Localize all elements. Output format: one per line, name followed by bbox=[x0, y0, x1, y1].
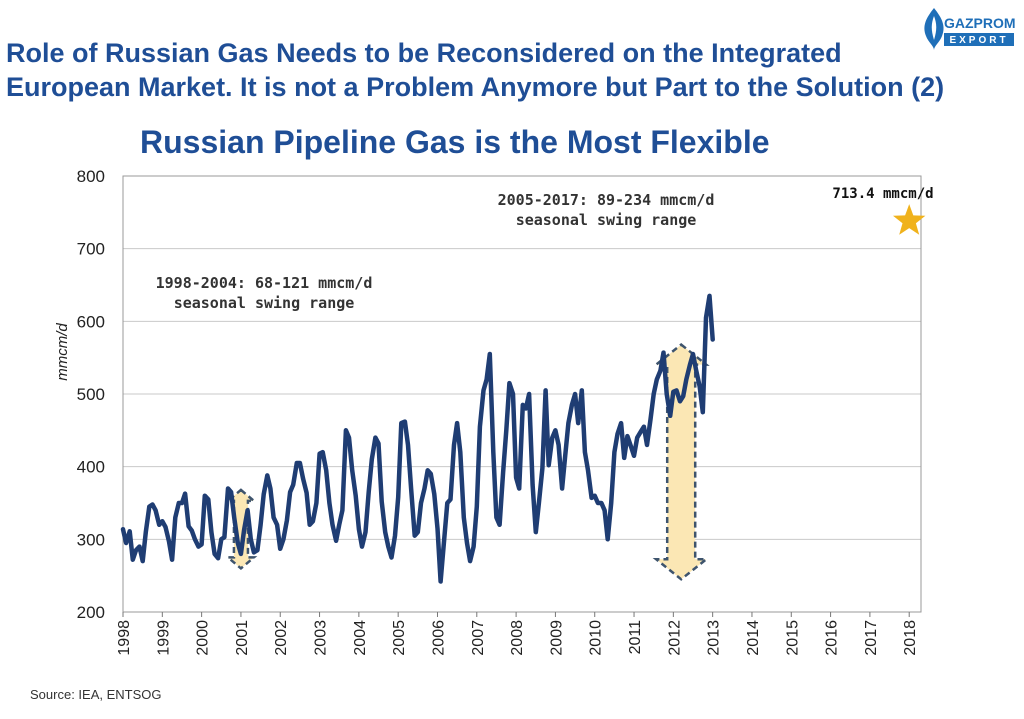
annotation-1998-2004-line-2: seasonal swing range bbox=[174, 294, 355, 312]
x-tick-label: 2000 bbox=[195, 620, 212, 656]
x-tick-label: 2009 bbox=[548, 620, 565, 656]
annotation-peak-value: 713.4 mmcm/d bbox=[832, 186, 933, 202]
y-axis: 200 300 400 500 600 700 800 bbox=[77, 167, 105, 622]
y-tick-label: 400 bbox=[77, 458, 105, 477]
gazprom-export-logo: GAZPROM EXPORT bbox=[924, 8, 1016, 50]
plot-area bbox=[122, 175, 922, 613]
x-tick-label: 2001 bbox=[234, 620, 251, 656]
x-tick-label: 2011 bbox=[627, 620, 644, 655]
y-axis-label: mmcm/d bbox=[54, 323, 71, 381]
x-tick-label: 2008 bbox=[509, 620, 526, 656]
x-tick-label: 1998 bbox=[116, 620, 133, 656]
logo-brand: GAZPROM bbox=[944, 15, 1016, 31]
x-tick-label: 2003 bbox=[313, 620, 330, 656]
star-icon bbox=[893, 204, 926, 235]
annotation-2005-2017-line-2: seasonal swing range bbox=[516, 211, 697, 229]
annotation-1998-2004-line-1: 1998-2004: 68-121 mmcm/d bbox=[156, 274, 373, 292]
x-tick-label: 2007 bbox=[470, 620, 487, 656]
logo-sub: EXPORT bbox=[949, 35, 1008, 46]
annotation-2005-2017-line-1: 2005-2017: 89-234 mmcm/d bbox=[498, 191, 715, 209]
y-tick-label: 800 bbox=[77, 167, 105, 186]
slide-title-line-2: European Market. It is not a Problem Any… bbox=[6, 72, 945, 102]
x-tick-label: 2016 bbox=[824, 620, 841, 656]
slide-title-line-1: Role of Russian Gas Needs to be Reconsid… bbox=[6, 38, 842, 68]
series-line-russian-gas bbox=[120, 293, 715, 584]
y-tick-label: 600 bbox=[77, 312, 105, 331]
x-tick-label: 1999 bbox=[155, 620, 172, 656]
x-tick-label: 2010 bbox=[588, 620, 605, 656]
source-note: Source: IEA, ENTSOG bbox=[30, 687, 162, 702]
x-tick-label: 2005 bbox=[391, 620, 408, 656]
y-tick-label: 200 bbox=[77, 603, 105, 622]
slide-title: Role of Russian Gas Needs to be Reconsid… bbox=[6, 36, 996, 104]
y-tick-label: 700 bbox=[77, 240, 105, 259]
x-tick-label: 2014 bbox=[745, 620, 762, 656]
x-tick-label: 2018 bbox=[902, 620, 919, 656]
chart-title: Russian Pipeline Gas is the Most Flexibl… bbox=[140, 124, 770, 160]
x-tick-label: 2017 bbox=[863, 620, 880, 656]
x-tick-label: 2002 bbox=[273, 620, 290, 656]
y-tick-label: 300 bbox=[77, 530, 105, 549]
x-tick-label: 2006 bbox=[430, 620, 447, 656]
x-tick-label: 2013 bbox=[706, 620, 723, 656]
x-tick-label: 2012 bbox=[666, 620, 683, 656]
x-tick-label: 2015 bbox=[784, 620, 801, 656]
x-tick-label: 2004 bbox=[352, 620, 369, 656]
x-axis: 1998 1999 2000 2001 2002 2003 2004 2005 2006 2007… bbox=[116, 612, 919, 656]
y-tick-label: 500 bbox=[77, 385, 105, 404]
